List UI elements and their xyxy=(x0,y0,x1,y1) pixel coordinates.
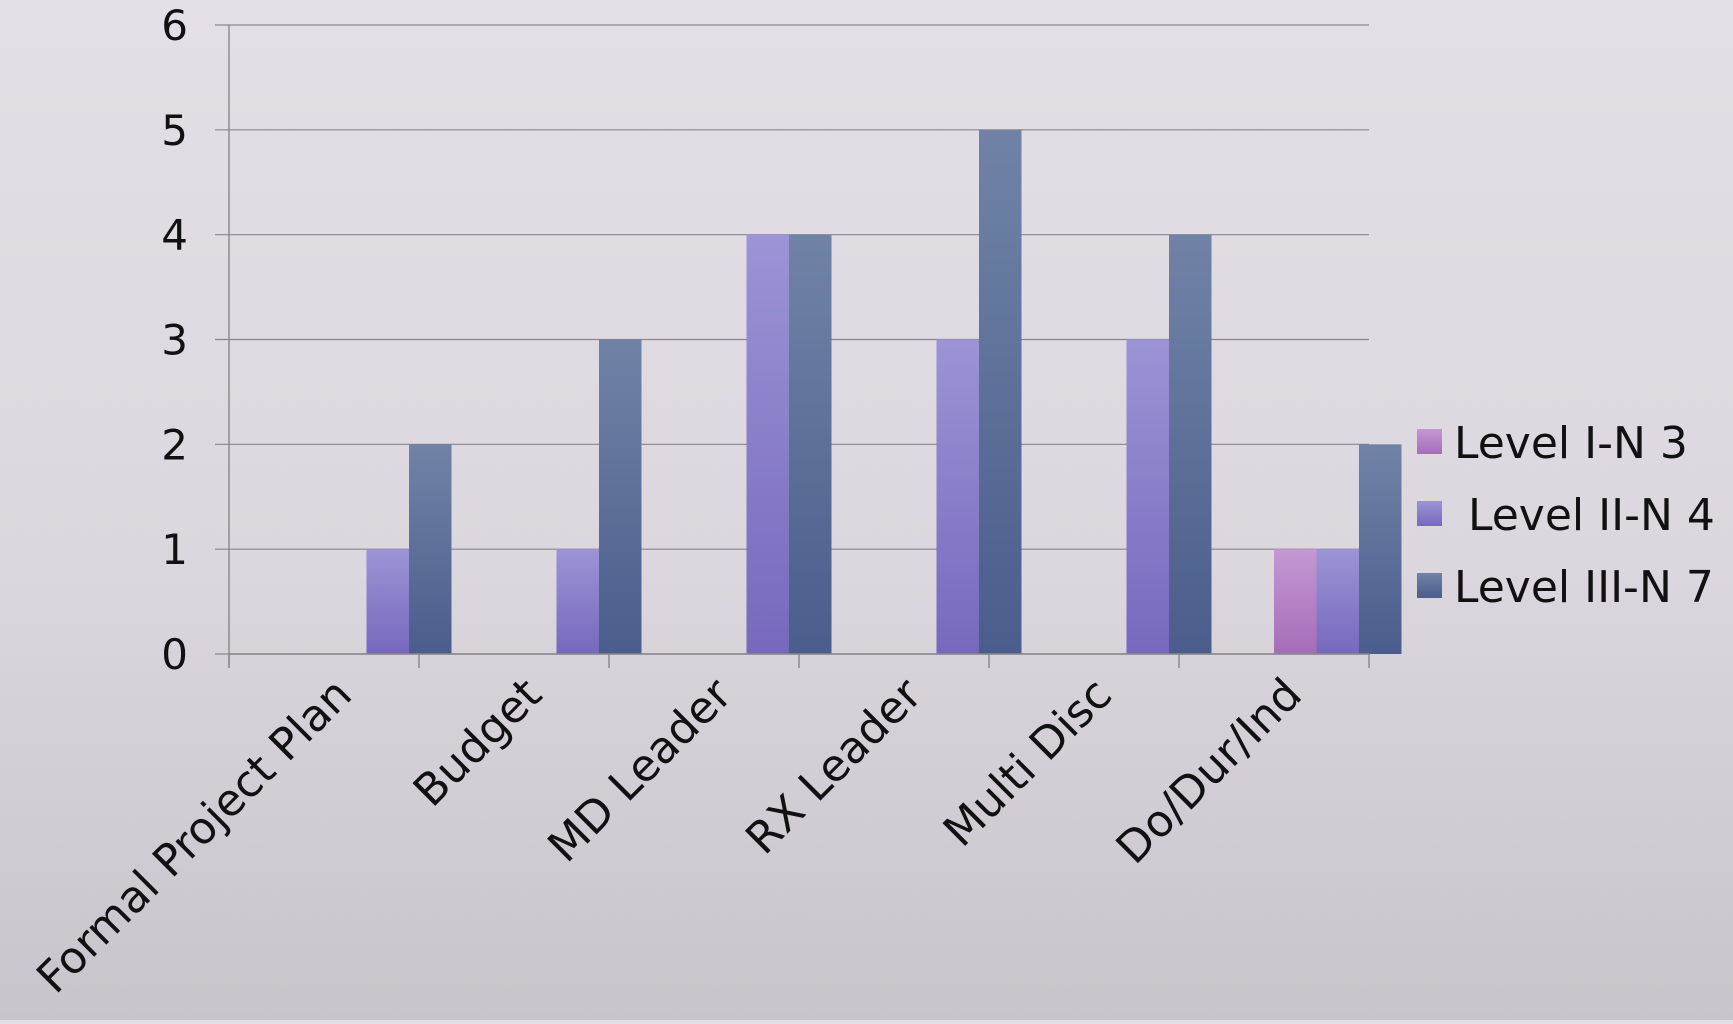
y-tick-label: 3 xyxy=(161,316,188,365)
legend-swatch xyxy=(1417,429,1442,454)
x-tick-label: Multi Disc xyxy=(934,669,1122,857)
bar-level-ii-4 xyxy=(1126,339,1169,654)
bar-level-ii-1 xyxy=(556,549,599,654)
x-tick-label: Do/Dur/Ind xyxy=(1107,669,1312,874)
bar-level-ii-5 xyxy=(1316,549,1359,654)
bar-level-iii-5 xyxy=(1359,444,1402,654)
y-tick-label: 0 xyxy=(161,630,188,679)
y-tick-label: 4 xyxy=(161,211,188,260)
bar-level-iii-2 xyxy=(789,234,832,654)
bar-level-iii-3 xyxy=(979,129,1022,655)
x-tick-label: MD Leader xyxy=(538,668,742,872)
x-tick-label: Formal Project Plan xyxy=(27,669,362,1004)
bar-level-iii-1 xyxy=(599,339,642,654)
bar-level-ii-3 xyxy=(936,339,979,654)
bar-level-ii-2 xyxy=(746,234,789,654)
bars xyxy=(366,129,1402,655)
legend-label: Level II-N 4 xyxy=(1454,490,1715,541)
y-tick-label: 5 xyxy=(161,106,188,155)
legend-swatch xyxy=(1417,501,1442,526)
legend-label: Level III-N 7 xyxy=(1454,562,1714,613)
y-tick-label: 6 xyxy=(161,1,188,50)
legend-swatch xyxy=(1417,573,1442,598)
x-tick-label: RX Leader xyxy=(736,668,932,864)
bar-level-ii-0 xyxy=(366,549,409,654)
bar-level-iii-4 xyxy=(1169,234,1212,654)
legend: Level I-N 3 Level II-N 4 Level III-N 7 xyxy=(1417,418,1715,613)
x-tick-label: Budget xyxy=(404,669,552,817)
y-tick-label: 2 xyxy=(161,420,188,469)
bar-level-i-5 xyxy=(1274,549,1317,654)
y-tick-label: 1 xyxy=(161,525,188,574)
bar-level-iii-0 xyxy=(409,444,452,654)
legend-label: Level I-N 3 xyxy=(1454,418,1688,469)
